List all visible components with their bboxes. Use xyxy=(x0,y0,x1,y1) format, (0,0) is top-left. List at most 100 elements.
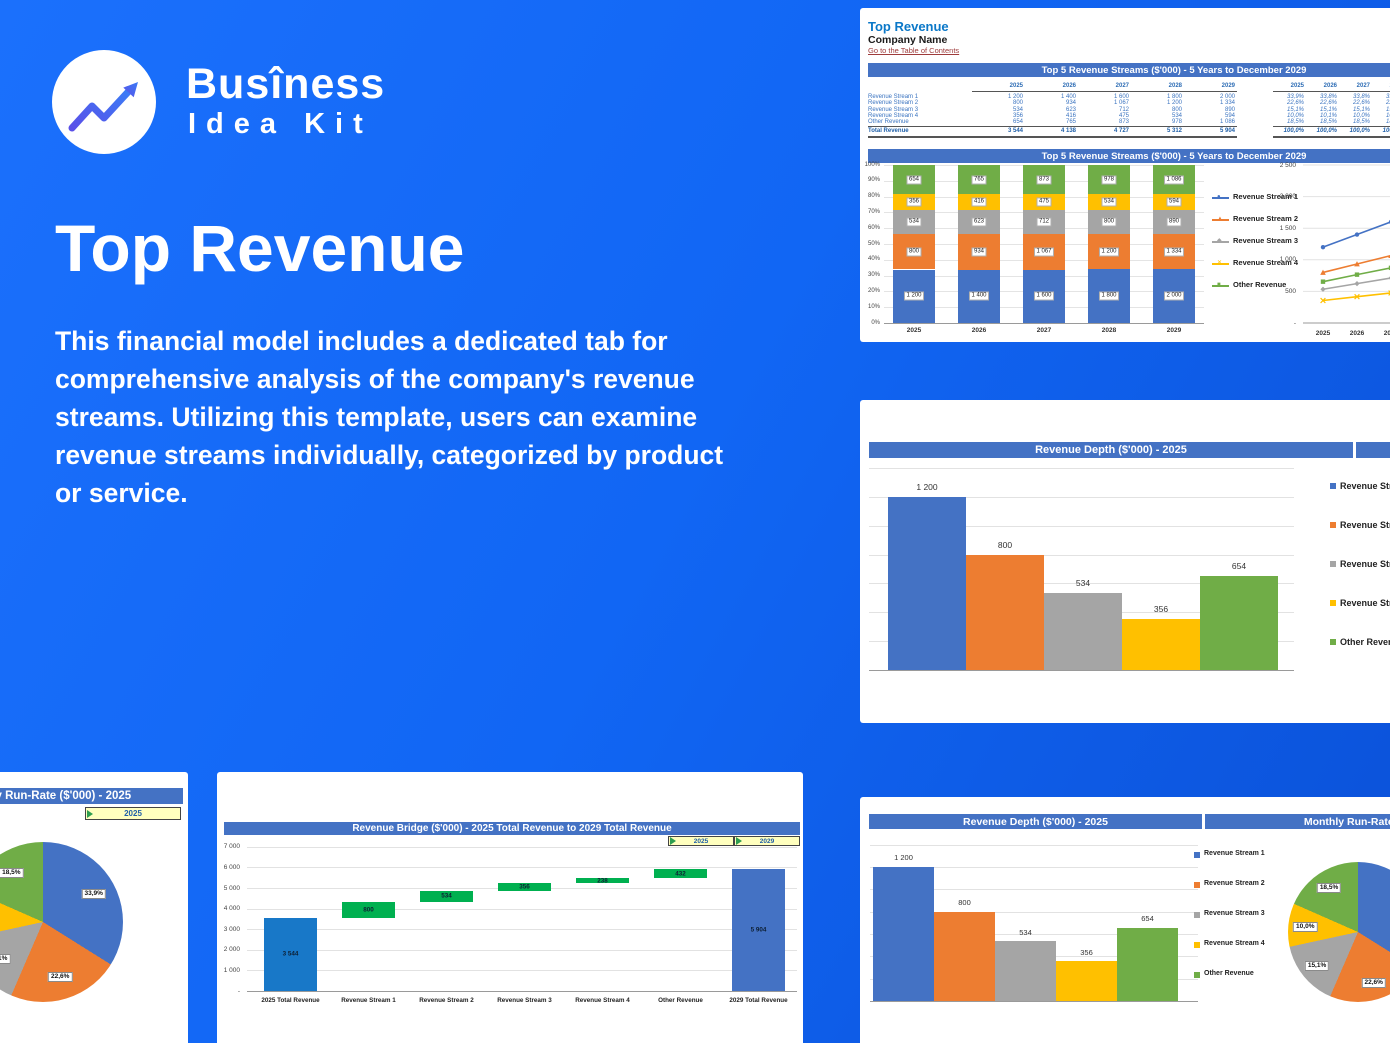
cell-value: 654 xyxy=(1012,119,1023,126)
bar-value-label: 800 xyxy=(1101,217,1117,227)
bar-value-label: 1 400 xyxy=(968,291,990,301)
cell-value: 712 xyxy=(1118,106,1129,113)
legend-label: Revenue Stream 3 xyxy=(1233,236,1299,245)
bar-value-label: 594 xyxy=(1166,197,1182,207)
x-tick: 2029 xyxy=(1166,327,1182,334)
year-to-value: 2029 xyxy=(759,837,775,845)
monthly-runrate-header-text: Monthly Run-Rate ($'000) - 2025 xyxy=(1303,815,1390,828)
cell-value: 1 200 xyxy=(1007,94,1023,100)
x-tick: 2029 Total Revenue xyxy=(729,997,788,1004)
bar-value-label: 978 xyxy=(1101,175,1117,185)
gridline xyxy=(870,1001,1198,1002)
legend-swatch xyxy=(1330,600,1336,606)
x-tick: 2026 xyxy=(971,327,987,334)
y-tick: 50% xyxy=(867,240,880,247)
revenue-table: 2025202620272028202920252026202720282029… xyxy=(868,82,1390,139)
total-label: Total Revenue xyxy=(868,126,972,139)
legend-label: Revenue Stream 2 xyxy=(1340,520,1390,530)
legend-swatch xyxy=(1330,483,1336,489)
pie-label: 22,6% xyxy=(48,972,73,983)
cell-pct: 15,1% xyxy=(1286,106,1304,113)
legend-marker-line xyxy=(1212,263,1229,265)
legend-marker-line xyxy=(1212,285,1229,287)
revenue-bridge-header-text: Revenue Bridge ($'000) - 2025 Total Reve… xyxy=(352,823,672,834)
line-marker xyxy=(1388,290,1390,296)
legend-swatch xyxy=(1194,852,1200,858)
row-label: Revenue Stream 4 xyxy=(868,112,919,119)
x-tick: Revenue Stream 1 xyxy=(341,997,396,1004)
y-tick: - xyxy=(1293,319,1296,327)
waterfall-bar xyxy=(654,869,707,879)
legend-label: Other Revenue xyxy=(1233,280,1287,289)
bar xyxy=(1200,575,1278,670)
total-value: 4 727 xyxy=(1078,126,1131,139)
cell-pct: 22,6% xyxy=(1352,100,1370,107)
cell-pct: 33,9% xyxy=(1385,94,1390,100)
chart-section-header: Top 5 Revenue Streams ($'000) - 5 Years … xyxy=(868,149,1390,163)
gridline xyxy=(869,525,1294,527)
pie-label: 18,5% xyxy=(0,868,24,879)
revenue-depth-legend-small: Revenue Stream 1 Revenue Stream 2 Revenue … xyxy=(860,797,1390,1043)
cell-pct: 22,6% xyxy=(1286,100,1304,107)
legend-marker: ■ xyxy=(1217,282,1221,288)
total-value: 5 904 xyxy=(1184,126,1237,139)
waterfall-bar xyxy=(342,901,395,918)
cell-pct: 10,0% xyxy=(1286,112,1304,119)
cell-pct: 18,5% xyxy=(1352,119,1370,126)
legend-swatch xyxy=(1330,561,1336,567)
x-tick: Revenue Stream 3 xyxy=(497,997,552,1004)
table-section-header-text: Top 5 Revenue Streams ($'000) - 5 Years … xyxy=(1041,64,1307,76)
y-tick: 7 000 xyxy=(223,843,240,851)
year-to-dropdown[interactable]: 2029 xyxy=(734,836,800,846)
gridline xyxy=(247,949,797,951)
bar-value-label: 654 xyxy=(1231,561,1247,572)
bar-value-label: 356 xyxy=(519,883,530,891)
depth-runrate-card: Revenue Depth ($'000) - 2025 Monthly Run… xyxy=(860,797,1390,1043)
year-header: 2026 xyxy=(1025,82,1078,92)
bar-value-label: 534 xyxy=(1019,927,1032,937)
gridline xyxy=(869,670,1294,671)
cell-value: 416 xyxy=(1065,112,1076,119)
gridline xyxy=(870,889,1198,891)
x-tick: Revenue Stream 2 xyxy=(419,997,474,1004)
bar xyxy=(1044,592,1122,670)
y-tick: 2 000 xyxy=(223,946,240,954)
row-label: Revenue Stream 2 xyxy=(868,100,919,107)
gridline xyxy=(869,467,1294,469)
page-title: Top Revenue xyxy=(55,211,465,285)
runrate-pie-header-text: Monthly Run-Rate ($'000) - 2025 xyxy=(0,790,132,802)
cell-pct: 18,5% xyxy=(1286,119,1304,126)
cell-pct: 10,1% xyxy=(1319,112,1337,119)
line-marker xyxy=(1388,265,1390,271)
bar-value-label: 475 xyxy=(1036,197,1052,207)
legend-marker: ✕ xyxy=(1217,260,1223,266)
line-marker xyxy=(1354,272,1360,277)
cell-value: 1 067 xyxy=(1113,100,1129,107)
x-tick: 2028 xyxy=(1101,327,1117,334)
bar-value-label: 800 xyxy=(906,247,922,257)
revenue-bridge-card: Revenue Bridge ($'000) - 2025 Total Reve… xyxy=(217,772,803,1043)
bar xyxy=(1117,927,1178,1001)
legend-label: Revenue Stream 1 xyxy=(1233,192,1299,201)
bar-value-label: 934 xyxy=(971,247,987,257)
company-name: Company Name xyxy=(868,34,948,46)
legend-label: Other Revenue xyxy=(1340,637,1390,647)
bar-value-label: 1 200 xyxy=(894,853,913,863)
bar-value-label: 356 xyxy=(906,197,922,207)
bar-value-label: 3 544 xyxy=(282,950,299,958)
y-tick: 60% xyxy=(867,224,880,231)
waterfall-chart: - 1 000 2 000 3 000 4 000 5 000 6 000 7 000 3 54… xyxy=(217,772,803,1043)
legend-marker: ◆ xyxy=(1217,238,1222,244)
legend-label: Other Revenue xyxy=(1204,970,1254,977)
gridline xyxy=(869,496,1294,498)
gridline xyxy=(247,908,797,910)
y-tick: 1 000 xyxy=(223,966,240,974)
legend-label: Revenue Stream 3 xyxy=(1204,910,1265,917)
toc-link[interactable]: Go to the Table of Contents xyxy=(868,46,960,55)
cell-pct: 15,1% xyxy=(1352,106,1370,113)
year-dropdown[interactable]: 2025 xyxy=(85,807,181,820)
bar-value-label: 238 xyxy=(597,877,608,885)
